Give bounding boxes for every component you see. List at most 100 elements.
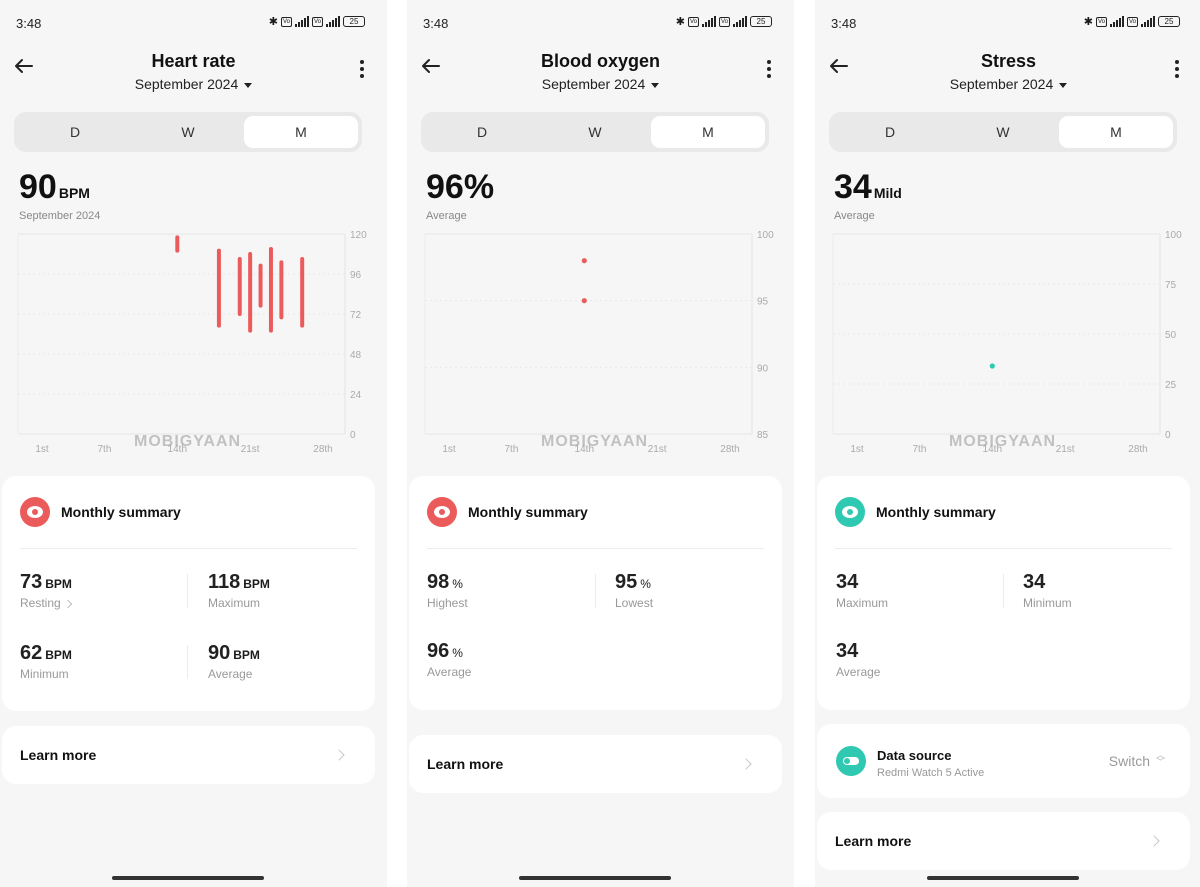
bluetooth-icon: ✱	[1083, 16, 1093, 28]
chevron-right-icon	[1148, 835, 1160, 847]
signal-icon	[1109, 16, 1124, 27]
y-tick-label: 0	[350, 430, 356, 441]
stress-chart: 100 75 50 25 0 1st 7th 14th 21st 28th	[815, 228, 1200, 458]
monthly-summary-card: Monthly summary 98% Highest 95% Lowest 9…	[409, 476, 782, 710]
bluetooth-icon: ✱	[675, 16, 685, 28]
battery-icon: 25	[1158, 16, 1180, 27]
data-source-device: Redmi Watch 5 Active	[877, 767, 985, 779]
x-tick-label: 28th	[313, 444, 332, 455]
x-tick-label: 14th	[575, 444, 594, 455]
back-arrow-icon[interactable]	[827, 54, 851, 78]
tab-week[interactable]: W	[588, 124, 602, 140]
volte-icon: Vo	[280, 16, 292, 27]
y-tick-label: 25	[1165, 380, 1177, 391]
watermark: MOBIGYAAN	[541, 433, 649, 450]
signal-icon	[733, 16, 747, 27]
caret-down-icon	[244, 82, 253, 88]
tab-month[interactable]: M	[651, 116, 765, 148]
tab-day[interactable]: D	[476, 124, 488, 140]
page-title: Blood oxygen	[540, 51, 660, 71]
tab-month[interactable]: M	[1059, 116, 1173, 148]
home-indicator[interactable]	[927, 876, 1079, 880]
back-arrow-icon[interactable]	[419, 54, 443, 78]
stat-highest: 98% Highest	[427, 571, 468, 610]
status-time: 3:48	[831, 16, 857, 31]
summary-title: Monthly summary	[876, 504, 996, 520]
blood-oxygen-screen: 3:48 ✱ Vo Vo 25 Blood oxygen September 2…	[407, 0, 794, 887]
month-label: September 2024	[134, 76, 239, 92]
period-tabs: D W M	[421, 112, 769, 152]
watermark: MOBIGYAAN	[134, 433, 242, 450]
headline-subtitle: September 2024	[19, 210, 101, 222]
monthly-summary-card: Monthly summary 34 Maximum 34 Minimum 34…	[817, 476, 1190, 710]
y-tick-label: 96	[350, 270, 362, 281]
month-selector[interactable]: September 2024	[0, 76, 387, 92]
x-tick-label: 7th	[504, 444, 518, 455]
page-title: Heart rate	[151, 51, 236, 71]
y-tick-label: 90	[757, 363, 769, 374]
stat-maximum: 34 Maximum	[836, 571, 889, 610]
switch-button[interactable]: Switch	[1108, 753, 1150, 769]
back-arrow-icon[interactable]	[12, 54, 36, 78]
x-tick-label: 28th	[720, 444, 739, 455]
more-options-icon[interactable]	[766, 60, 772, 78]
tab-day[interactable]: D	[884, 124, 896, 140]
volte-icon: Vo	[687, 16, 699, 27]
status-bar: 3:48 ✱ Vo Vo 25	[423, 14, 772, 32]
y-tick-label: 100	[1165, 230, 1182, 241]
learn-more-button[interactable]: Learn more	[409, 735, 782, 793]
chevron-right-icon	[63, 599, 72, 609]
headline-unit: Mild	[873, 185, 902, 201]
period-tabs: D W M	[14, 112, 362, 152]
more-options-icon[interactable]	[1174, 60, 1180, 78]
volte-icon: Vo	[311, 16, 323, 27]
toggle-source-icon	[836, 746, 866, 776]
home-indicator[interactable]	[519, 876, 671, 880]
status-icons: ✱ Vo Vo 25	[1084, 15, 1180, 28]
y-tick-label: 48	[350, 350, 362, 361]
heart-rate-screen: 3:48 ✱ Vo Vo 25 Heart rate September 202…	[0, 0, 387, 887]
bluetooth-icon: ✱	[268, 16, 278, 28]
data-source-card[interactable]: Data source Redmi Watch 5 Active Switch …	[817, 724, 1190, 798]
period-tabs: D W M	[829, 112, 1177, 152]
headline-unit: BPM	[58, 185, 90, 201]
battery-icon: 25	[343, 16, 365, 27]
month-label: September 2024	[541, 76, 646, 92]
watermark: MOBIGYAAN	[949, 433, 1057, 450]
status-icons: ✱ Vo Vo 25	[269, 15, 365, 28]
month-selector[interactable]: September 2024	[815, 76, 1200, 92]
tab-week[interactable]: W	[181, 124, 195, 140]
learn-more-button[interactable]: Learn more	[2, 726, 375, 784]
home-indicator[interactable]	[112, 876, 264, 880]
y-tick-label: 75	[1165, 280, 1177, 291]
summary-title: Monthly summary	[468, 504, 588, 520]
headline-value: 90 BPM	[19, 168, 90, 206]
tab-day[interactable]: D	[69, 124, 81, 140]
signal-icon	[1141, 16, 1155, 27]
signal-icon	[701, 16, 716, 27]
signal-icon	[294, 16, 309, 27]
tab-week[interactable]: W	[996, 124, 1010, 140]
page-title: Stress	[980, 51, 1037, 71]
x-tick-label: 1st	[35, 444, 49, 455]
x-tick-label: 21st	[241, 444, 260, 455]
eye-icon	[835, 497, 865, 527]
stat-minimum: 62 BPM Minimum	[20, 642, 72, 681]
chevron-right-icon	[740, 758, 752, 770]
stat-minimum: 34 Minimum	[1023, 571, 1072, 610]
month-selector[interactable]: September 2024	[407, 76, 794, 92]
headline-value: 34 Mild	[834, 168, 902, 206]
status-bar: 3:48 ✱ Vo Vo 25	[16, 14, 365, 32]
learn-more-button[interactable]: Learn more	[817, 812, 1190, 870]
tab-month[interactable]: M	[244, 116, 358, 148]
x-tick-label: 28th	[1128, 444, 1147, 455]
volte-icon: Vo	[1095, 16, 1107, 27]
month-label: September 2024	[949, 76, 1054, 92]
y-tick-label: 120	[350, 230, 367, 241]
more-options-icon[interactable]	[359, 60, 365, 78]
stat-resting[interactable]: 73 BPM Resting	[20, 571, 72, 610]
status-icons: ✱ Vo Vo 25	[676, 15, 772, 28]
heart-rate-chart: 120 96 72 48 24 0 1st 7th 14th 21st 28th	[0, 228, 387, 458]
y-tick-label: 72	[350, 310, 362, 321]
y-tick-label: 100	[757, 230, 774, 241]
